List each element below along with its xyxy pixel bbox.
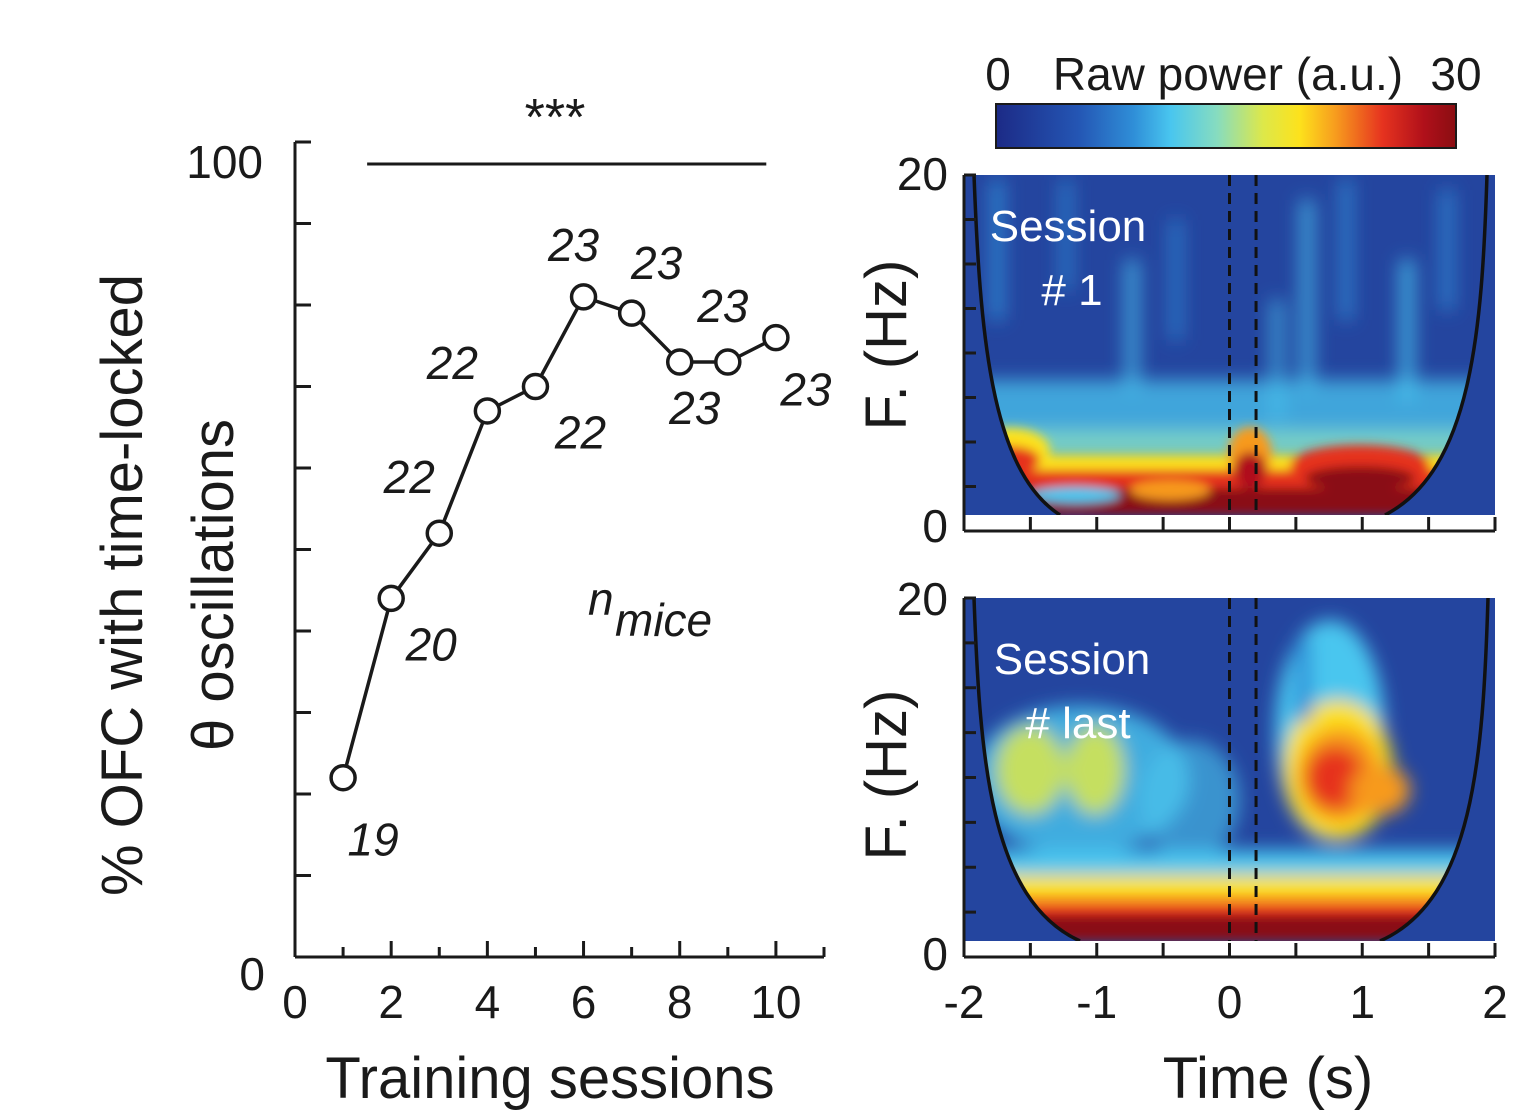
data-point-session-5 — [521, 372, 550, 401]
heatmap-1-ticks — [962, 173, 1497, 531]
y-axis-title-line1: % OFC with time-locked — [90, 274, 155, 896]
point-label-session-9: 23 — [696, 280, 749, 332]
heatmap-x-tick-label-0: 0 — [1217, 976, 1243, 1028]
data-point-session-4 — [473, 397, 502, 425]
x-tick-label-6: 6 — [571, 976, 597, 1028]
heatmap-x-tick-labels: -2 -1 0 1 2 — [944, 976, 1508, 1028]
x-ticks — [341, 941, 826, 957]
colorbar-title: Raw power (a.u.) — [1053, 48, 1403, 100]
y-tick-label-100: 100 — [186, 136, 263, 188]
n-label: n — [588, 573, 614, 625]
heatmap-x-tick-label--1: -1 — [1076, 976, 1117, 1028]
line-chart: 100 0 0 2 4 6 8 10 Training sessions % OFC wi… — [90, 89, 832, 1111]
heatmap-2-label-line2: # last — [1025, 699, 1130, 748]
x-tick-labels: 0 2 4 6 8 10 — [282, 976, 801, 1028]
series-line — [341, 294, 777, 779]
data-point-session-8 — [665, 348, 694, 376]
point-label-session-4: 22 — [426, 337, 478, 389]
colorbar-min-label: 0 — [985, 48, 1011, 100]
heatmap-1-y-tick-0: 0 — [922, 500, 948, 552]
heatmap-1-image — [964, 175, 1495, 515]
colorbar-max-label: 30 — [1430, 48, 1481, 100]
data-point-session-10 — [762, 323, 790, 352]
y-axis-title-line2: θ oscillations — [181, 419, 246, 751]
heatmap-x-tick-label-1: 1 — [1349, 976, 1375, 1028]
point-label-session-8: 23 — [668, 382, 721, 434]
data-point-session-7 — [617, 299, 646, 327]
x-axis-title: Training sessions — [325, 1046, 774, 1111]
x-tick-label-0: 0 — [282, 976, 308, 1028]
y-tick-label-0: 0 — [239, 948, 265, 1000]
n-mice-label: n mice — [588, 573, 712, 646]
heatmap-1-y-tick-20: 20 — [897, 148, 948, 200]
heatmap-1-y-title: F. (Hz) — [854, 260, 919, 431]
data-point-session-2 — [377, 584, 405, 613]
heatmap-x-tick-label-2: 2 — [1482, 976, 1508, 1028]
heatmap-session-1: Session # 1 20 0 F. (Hz) — [854, 148, 1497, 552]
point-label-session-7: 23 — [630, 237, 683, 289]
point-label-session-10: 23 — [779, 364, 832, 416]
data-point-session-3 — [425, 519, 454, 547]
x-tick-label-8: 8 — [667, 976, 693, 1028]
significance-bar: *** — [367, 89, 767, 166]
heatmap-2-y-tick-0: 0 — [922, 928, 948, 980]
point-label-session-6: 23 — [547, 219, 600, 271]
heatmap-2-y-title: F. (Hz) — [854, 690, 919, 861]
data-point-session-1 — [329, 763, 357, 792]
data-point-session-6 — [569, 283, 598, 311]
x-axis: 0 2 4 6 8 10 — [282, 941, 826, 1028]
x-tick-label-10: 10 — [750, 976, 801, 1028]
heatmap-x-axis-title: Time (s) — [1163, 1046, 1373, 1111]
point-label-session-1: 19 — [348, 814, 399, 866]
event-lines-1 — [1228, 175, 1258, 515]
significance-stars: *** — [525, 89, 586, 147]
heatmap-session-last: Session # last 20 0 F. (Hz) -2 -1 0 1 2 Time… — [854, 573, 1508, 1111]
heatmap-1-label-line1: Session — [990, 202, 1147, 251]
colorbar: 0 Raw power (a.u.) 30 — [985, 48, 1482, 149]
data-point-session-9 — [714, 348, 742, 376]
colorbar-gradient — [995, 103, 1457, 149]
heatmap-x-tick-label--2: -2 — [944, 976, 985, 1028]
point-label-session-2: 20 — [405, 618, 458, 670]
heatmap-2-y-tick-20: 20 — [897, 573, 948, 625]
x-tick-label-2: 2 — [378, 976, 404, 1028]
point-label-session-5: 22 — [554, 407, 606, 459]
x-tick-label-4: 4 — [475, 976, 501, 1028]
event-lines-2 — [1228, 598, 1258, 941]
y-axis: 100 0 — [186, 136, 311, 1000]
n-subscript: mice — [615, 594, 712, 646]
heatmap-1-label-line2: # 1 — [1041, 266, 1102, 315]
heatmap-2-ticks — [962, 596, 1497, 957]
heatmap-2-label-line1: Session — [994, 635, 1151, 684]
data-points — [329, 283, 790, 792]
point-label-session-3: 22 — [383, 451, 435, 503]
y-minor-ticks — [295, 140, 311, 877]
